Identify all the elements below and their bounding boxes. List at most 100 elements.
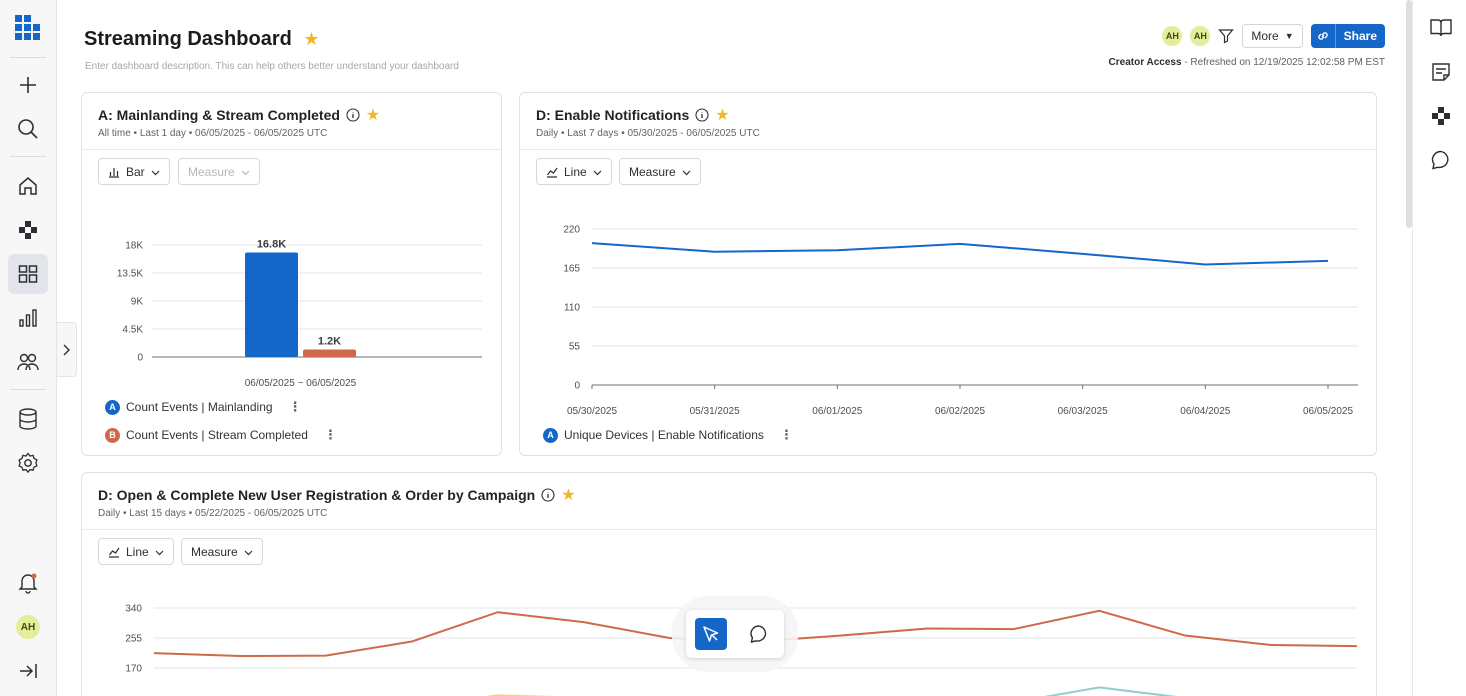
- floating-toolbar-panel: [686, 610, 784, 658]
- chevron-down-icon: [241, 165, 250, 179]
- y-tick-label: 165: [563, 264, 580, 275]
- copy-link-icon[interactable]: [1310, 24, 1336, 48]
- x-tick-label: 05/31/2025: [690, 406, 740, 417]
- favorite-star-icon[interactable]: ★: [561, 487, 576, 504]
- apps-icon[interactable]: [1429, 104, 1453, 128]
- favorite-star-icon[interactable]: ★: [715, 107, 730, 124]
- favorite-star-icon[interactable]: ★: [303, 29, 320, 49]
- line-chart: 0 55 110 165 220 05/30/2025 05/31/2025 06/01/20…: [563, 225, 1358, 417]
- legend-badge: B: [105, 427, 120, 443]
- chart-type-dropdown[interactable]: Line: [536, 158, 612, 185]
- cursor-icon: [703, 626, 719, 642]
- chevron-down-icon: [682, 165, 691, 179]
- chevron-down-icon: [151, 165, 160, 179]
- series-line: [591, 242, 1329, 266]
- line-chart-icon: [109, 547, 120, 558]
- x-tick-label: 06/02/2025: [935, 406, 985, 417]
- info-icon[interactable]: [541, 488, 555, 502]
- comment-tool-button[interactable]: [743, 618, 775, 650]
- card-title-text[interactable]: A: Mainlanding & Stream Completed: [98, 107, 340, 123]
- bar-data-label: 1.2K: [318, 336, 341, 348]
- y-tick-label: 340: [125, 604, 142, 615]
- measure-dropdown[interactable]: Measure: [178, 158, 260, 185]
- card-title: D: Enable Notifications ★: [536, 105, 730, 125]
- viewer-avatar[interactable]: AH: [1162, 26, 1183, 46]
- users-icon[interactable]: [8, 342, 48, 382]
- info-icon[interactable]: [346, 108, 360, 122]
- more-label: More: [1251, 29, 1279, 43]
- y-tick-label: 0: [574, 381, 580, 392]
- notes-icon[interactable]: [1429, 60, 1453, 84]
- chart-type-dropdown[interactable]: Line: [98, 538, 174, 565]
- comment-icon[interactable]: [1429, 148, 1453, 172]
- filter-icon[interactable]: [1218, 28, 1235, 44]
- reports-icon[interactable]: [8, 298, 48, 338]
- dashboard-description[interactable]: Enter dashboard description. This can he…: [85, 61, 459, 72]
- more-options-icon[interactable]: ⋮: [323, 427, 337, 442]
- more-options-icon[interactable]: ⋮: [779, 427, 793, 442]
- measure-dropdown[interactable]: Measure: [181, 538, 263, 565]
- floating-toolbar: [672, 596, 798, 672]
- legend-label: Count Events | Stream Completed: [126, 428, 308, 442]
- apps-icon[interactable]: [8, 210, 48, 250]
- pointer-tool-button[interactable]: [695, 618, 727, 650]
- viewer-avatar[interactable]: AH: [1190, 26, 1211, 46]
- y-tick-label: 170: [125, 664, 142, 675]
- card-enable-notifications: D: Enable Notifications ★ Daily • Last 7…: [519, 92, 1377, 456]
- book-icon[interactable]: [1429, 16, 1453, 40]
- collapse-panel-toggle[interactable]: [57, 322, 77, 377]
- legend-badge: A: [105, 399, 120, 415]
- card-header: D: Enable Notifications ★ Daily • Last 7…: [520, 93, 1376, 150]
- settings-icon[interactable]: [8, 443, 48, 483]
- chevron-down-icon: [155, 545, 164, 559]
- y-tick-label: 55: [569, 342, 581, 353]
- bar-data-label: 16.8K: [257, 238, 286, 250]
- x-tick-label: 06/04/2025: [1180, 406, 1230, 417]
- card-date-range: All time • Last 1 day • 06/05/2025 - 06/…: [98, 128, 328, 139]
- bar: [245, 252, 298, 357]
- measure-label: Measure: [188, 164, 235, 179]
- dashboard-title[interactable]: Streaming Dashboard: [84, 28, 292, 50]
- legend-item[interactable]: A Unique Devices | Enable Notifications …: [543, 427, 793, 443]
- y-tick-label: 4.5K: [122, 325, 143, 336]
- comment-icon: [750, 625, 767, 643]
- data-icon[interactable]: [8, 399, 48, 439]
- page-scrollbar[interactable]: [1406, 0, 1412, 228]
- share-button[interactable]: Share: [1335, 24, 1385, 48]
- chart-type-dropdown[interactable]: Bar: [98, 158, 170, 185]
- card-title-text[interactable]: D: Enable Notifications: [536, 107, 690, 123]
- measure-dropdown[interactable]: Measure: [619, 158, 701, 185]
- info-icon[interactable]: [695, 108, 709, 122]
- home-icon[interactable]: [8, 166, 48, 206]
- search-icon[interactable]: [8, 109, 48, 149]
- y-tick-label: 9K: [131, 297, 144, 308]
- notifications-bell-icon[interactable]: [8, 563, 48, 603]
- legend-item[interactable]: A Count Events | Mainlanding ⋮: [105, 399, 302, 415]
- access-status: Creator Access - Refreshed on 12/19/2025…: [1109, 57, 1385, 68]
- bar-chart-icon: [109, 167, 119, 178]
- y-tick-label: 0: [137, 353, 143, 364]
- legend-badge: A: [543, 427, 558, 443]
- legend-label: Unique Devices | Enable Notifications: [564, 428, 764, 442]
- more-options-icon[interactable]: ⋮: [288, 399, 302, 414]
- y-tick-label: 13.5K: [117, 269, 143, 280]
- favorite-star-icon[interactable]: ★: [365, 107, 381, 124]
- legend-item[interactable]: B Count Events | Stream Completed ⋮: [105, 427, 337, 443]
- dashboards-icon[interactable]: [8, 254, 48, 294]
- x-tick-label: 06/05/2025: [1303, 406, 1353, 417]
- card-title-text[interactable]: D: Open & Complete New User Registration…: [98, 487, 536, 503]
- create-icon[interactable]: [8, 65, 48, 105]
- card-date-range: Daily • Last 15 days • 05/22/2025 - 06/0…: [98, 508, 328, 519]
- legend-label: Count Events | Mainlanding: [126, 400, 273, 414]
- chevron-right-icon: [63, 344, 70, 355]
- x-tick-label: 06/01/2025: [812, 406, 862, 417]
- y-tick-label: 110: [564, 303, 580, 314]
- chevron-down-icon: [244, 545, 253, 559]
- chart-type-label: Line: [126, 544, 149, 559]
- app-logo-icon[interactable]: [8, 8, 48, 48]
- expand-nav-icon[interactable]: [8, 651, 48, 691]
- card-header: A: Mainlanding & Stream Completed ★ All …: [82, 93, 501, 150]
- user-avatar[interactable]: AH: [8, 607, 48, 647]
- refreshed-text: - Refreshed on 12/19/2025 12:02:58 PM ES…: [1184, 57, 1385, 68]
- more-button[interactable]: More ▼: [1242, 24, 1303, 48]
